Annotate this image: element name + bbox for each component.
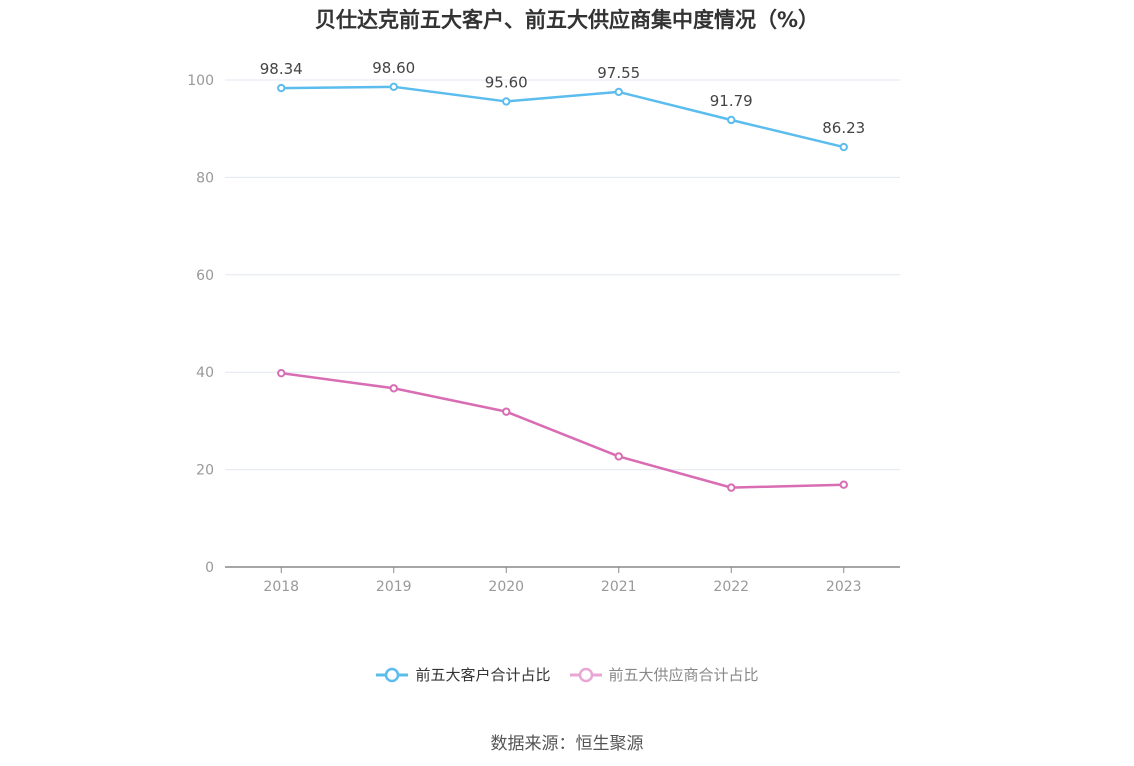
y-tick-label: 100 [187,73,214,89]
chart-title: 贝仕达克前五大客户、前五大供应商集中度情况（%） [314,8,820,32]
data-point [389,384,398,393]
data-point [727,483,736,492]
y-tick-label: 0 [205,560,214,576]
x-tick-label: 2019 [376,579,412,595]
label-layer: 98.34 98.60 95.60 97.55 91.79 86.23 [260,59,865,137]
data-label: 95.60 [485,73,528,91]
data-point [502,97,511,106]
y-tick-label: 40 [196,365,214,381]
data-point [727,115,736,125]
x-tick-label: 2022 [713,579,749,595]
legend-item-customers[interactable]: 前五大客户合计占比 [375,664,551,685]
data-point [277,368,286,378]
series-layer [277,82,848,492]
legend-line-circle-icon [376,667,409,682]
legend: 前五大客户合计占比 前五大供应商合计占比 [0,664,1134,685]
series-line-1 [281,85,845,149]
legend-item-suppliers[interactable]: 前五大供应商合计占比 [569,664,759,685]
x-tick-label: 2023 [826,579,862,595]
data-point [277,83,286,93]
legend-label-suppliers: 前五大供应商合计占比 [608,666,759,684]
legend-label-customers: 前五大客户合计占比 [415,666,551,684]
data-point [614,87,623,97]
data-label: 98.60 [372,59,415,77]
x-tick-label: 2020 [488,579,524,595]
y-tick-label: 60 [196,268,214,284]
data-label: 91.79 [710,92,753,110]
data-label: 86.23 [822,119,865,137]
series-line-2 [281,371,844,489]
data-point [614,452,623,461]
x-tick-label: 2018 [263,579,299,595]
grid-layer [225,79,900,471]
x-tick-label: 2021 [601,579,637,595]
line-chart: 0 20 40 60 80 100 2018 2019 2020 2021 2022 2023 98.… [187,59,900,595]
legend-line-circle-icon [569,667,602,682]
y-tick-label: 20 [196,463,214,479]
data-point [502,407,511,416]
axis-layer: 0 20 40 60 80 100 2018 2019 2020 2021 2022 2023 [187,73,900,595]
data-point [839,142,848,152]
source-note: 数据来源：恒生聚源 [490,734,644,754]
y-tick-label: 80 [196,170,214,186]
data-label: 97.55 [597,64,640,82]
data-point [839,480,848,489]
data-label: 98.34 [260,60,303,78]
data-point [389,82,398,92]
